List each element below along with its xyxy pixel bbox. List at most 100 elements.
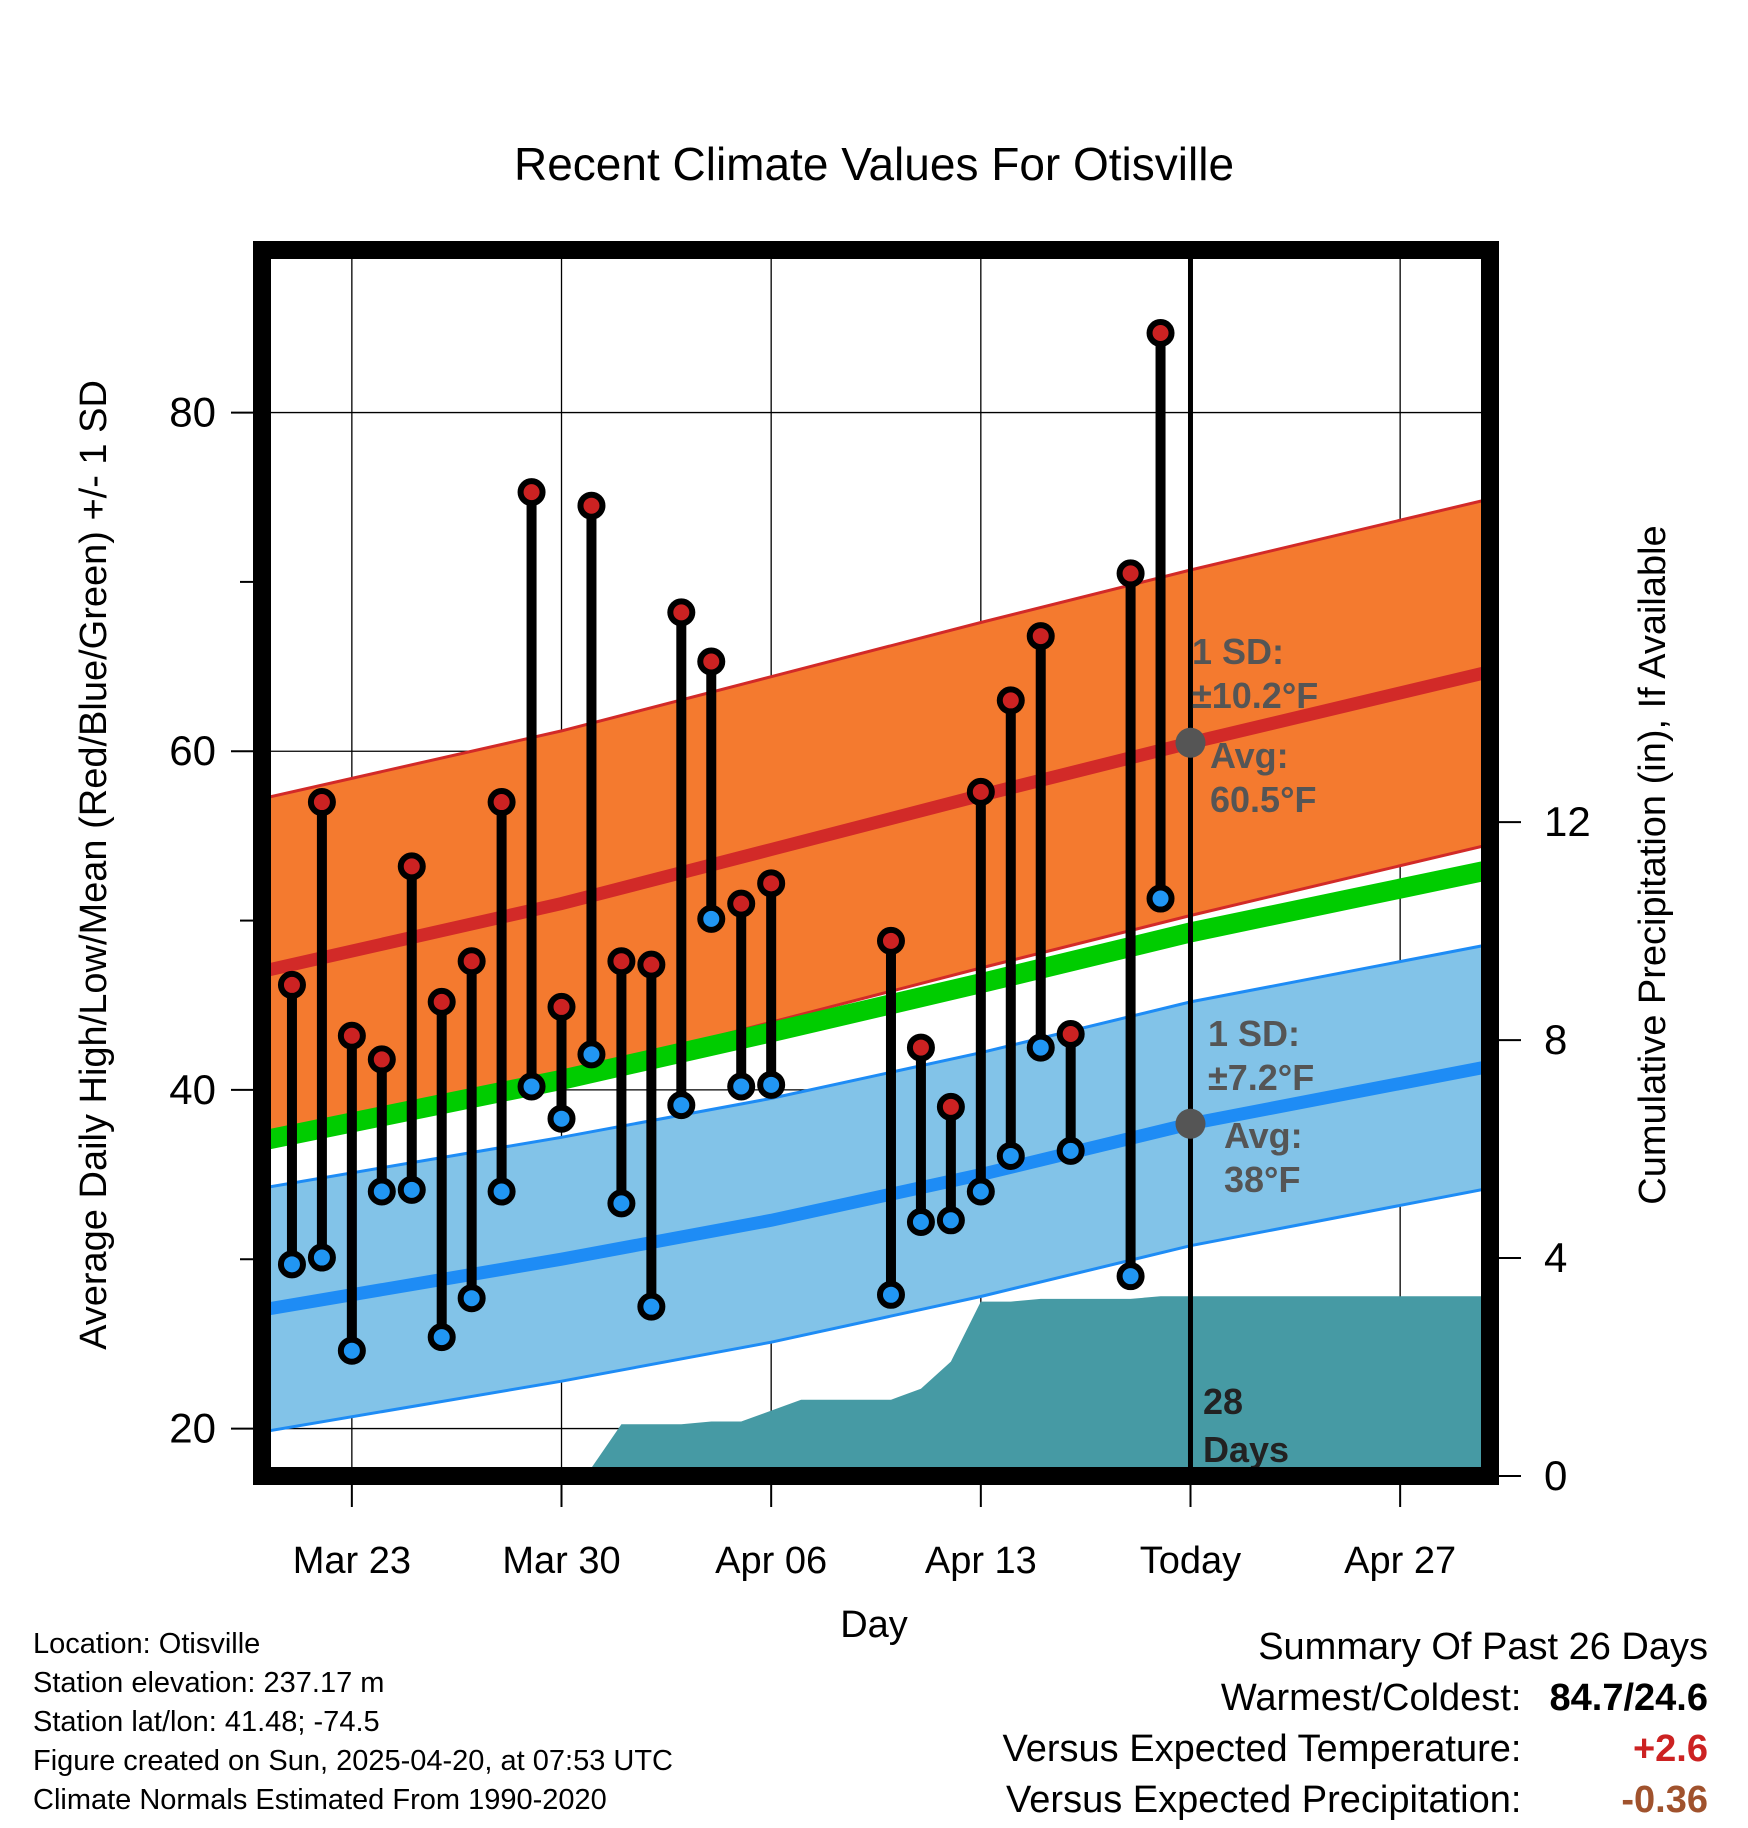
high-point bbox=[277, 970, 306, 999]
x-tick-label: Apr 06 bbox=[715, 1540, 827, 1582]
day-bar bbox=[876, 926, 905, 1309]
high-point bbox=[637, 950, 666, 979]
high-point bbox=[757, 869, 786, 898]
high-point bbox=[936, 1092, 965, 1121]
warm-cold-label: Warmest/Coldest: bbox=[1220, 1677, 1522, 1719]
high-point bbox=[876, 926, 905, 955]
day-bar bbox=[1116, 559, 1145, 1291]
low-point bbox=[427, 1323, 456, 1352]
created-text: Figure created on Sun, 2025-04-20, at 07… bbox=[33, 1745, 673, 1777]
precip-anomaly-value: -0.36 bbox=[1621, 1779, 1708, 1821]
days-count: 28 bbox=[1203, 1381, 1243, 1422]
plot-frame bbox=[253, 241, 1499, 1485]
high-point bbox=[996, 686, 1025, 715]
day-bar bbox=[906, 1033, 935, 1236]
day-bar bbox=[727, 889, 756, 1101]
high-point bbox=[607, 947, 636, 976]
day-bar bbox=[936, 1092, 965, 1235]
low-point bbox=[307, 1243, 336, 1272]
high-point bbox=[966, 777, 995, 806]
low-point bbox=[697, 904, 726, 933]
low-point bbox=[277, 1250, 306, 1279]
day-bar bbox=[577, 491, 606, 1069]
day-bar bbox=[667, 598, 696, 1120]
day-bar bbox=[547, 992, 576, 1133]
y2-tick-label: 8 bbox=[1544, 1016, 1567, 1063]
day-bar bbox=[457, 947, 486, 1313]
high-point bbox=[307, 788, 336, 817]
x-tick-label: Apr 27 bbox=[1344, 1540, 1456, 1582]
high-point bbox=[547, 992, 576, 1021]
temp-anomaly-label: Versus Expected Temperature: bbox=[1002, 1728, 1522, 1770]
location-text: Location: Otisville bbox=[33, 1628, 261, 1660]
high-point bbox=[1056, 1020, 1085, 1049]
y-tick-label: 60 bbox=[169, 727, 216, 774]
high-point bbox=[337, 1021, 366, 1050]
left-axis: 20 40 60 80 bbox=[169, 389, 253, 1452]
latlon-text: Station lat/lon: 41.48; -74.5 bbox=[33, 1706, 380, 1738]
right-axis: 0 4 8 12 bbox=[1499, 798, 1591, 1499]
low-sd-label: 1 SD: bbox=[1208, 1013, 1300, 1054]
normals-text: Climate Normals Estimated From 1990-2020 bbox=[33, 1784, 607, 1816]
plot-area bbox=[262, 250, 1490, 1476]
high-point bbox=[397, 852, 426, 881]
x-tick-label: Mar 30 bbox=[502, 1540, 620, 1582]
low-point bbox=[906, 1207, 935, 1236]
low-point bbox=[1116, 1262, 1145, 1291]
high-sd-value: ±10.2°F bbox=[1192, 675, 1318, 716]
summary-panel: Summary Of Past 26 Days Warmest/Coldest:… bbox=[1003, 1622, 1708, 1826]
low-normal-line bbox=[262, 1059, 1490, 1317]
low-avg-label: Avg: bbox=[1224, 1115, 1303, 1156]
low-point bbox=[966, 1177, 995, 1206]
y2-axis-label: Cumulative Precipitation (in), If Availa… bbox=[1632, 525, 1674, 1204]
high-point bbox=[1026, 622, 1055, 651]
low-point bbox=[397, 1175, 426, 1204]
day-bar bbox=[637, 950, 666, 1321]
high-point bbox=[457, 947, 486, 976]
summary-heading: Summary Of Past 26 Days bbox=[1258, 1626, 1708, 1668]
high-avg-marker bbox=[1175, 727, 1206, 758]
day-bar bbox=[427, 987, 456, 1352]
day-bar bbox=[517, 478, 546, 1101]
day-bar bbox=[1026, 622, 1055, 1062]
high-point bbox=[1146, 318, 1175, 347]
low-point bbox=[1146, 884, 1175, 913]
day-bar bbox=[757, 869, 786, 1099]
days-label: Days bbox=[1203, 1429, 1289, 1470]
bottom-axis: Mar 23 Mar 30 Apr 06 Apr 13 Today Apr 27 bbox=[293, 1485, 1456, 1582]
low-point bbox=[487, 1177, 516, 1206]
summary-temp: Versus Expected Temperature: +2.6 bbox=[1003, 1724, 1708, 1775]
annotations: 1 SD: ±10.2°F Avg: 60.5°F 1 SD: ±7.2°F A… bbox=[1175, 631, 1318, 1470]
x-tick-label: Mar 23 bbox=[293, 1540, 411, 1582]
y2-tick-label: 0 bbox=[1544, 1452, 1567, 1499]
low-point bbox=[1026, 1033, 1055, 1062]
high-sd-label: 1 SD: bbox=[1192, 631, 1284, 672]
mean-line bbox=[262, 860, 1490, 1151]
low-avg-value: 38°F bbox=[1224, 1159, 1300, 1200]
low-point bbox=[1056, 1136, 1085, 1165]
day-bar bbox=[487, 788, 516, 1206]
y2-tick-label: 4 bbox=[1544, 1234, 1567, 1281]
day-bar bbox=[277, 970, 306, 1279]
high-point bbox=[367, 1045, 396, 1074]
low-point bbox=[457, 1284, 486, 1313]
y2-tick-label: 12 bbox=[1544, 798, 1591, 845]
low-point bbox=[607, 1189, 636, 1218]
day-bar bbox=[307, 788, 336, 1272]
high-point bbox=[906, 1033, 935, 1062]
day-bar bbox=[367, 1045, 396, 1206]
low-point bbox=[727, 1072, 756, 1101]
low-point bbox=[667, 1091, 696, 1120]
temp-anomaly-value: +2.6 bbox=[1632, 1728, 1708, 1770]
precip-area bbox=[262, 1296, 1490, 1476]
day-bar bbox=[966, 777, 995, 1206]
low-point bbox=[996, 1141, 1025, 1170]
day-bar bbox=[697, 647, 726, 933]
low-point bbox=[517, 1072, 546, 1101]
daily-range-bars bbox=[277, 318, 1175, 1365]
low-point bbox=[577, 1040, 606, 1069]
y-tick-label: 20 bbox=[169, 1405, 216, 1452]
y-axis-label: Average Daily High/Low/Mean (Red/Blue/Gr… bbox=[73, 380, 115, 1350]
high-point bbox=[487, 788, 516, 817]
